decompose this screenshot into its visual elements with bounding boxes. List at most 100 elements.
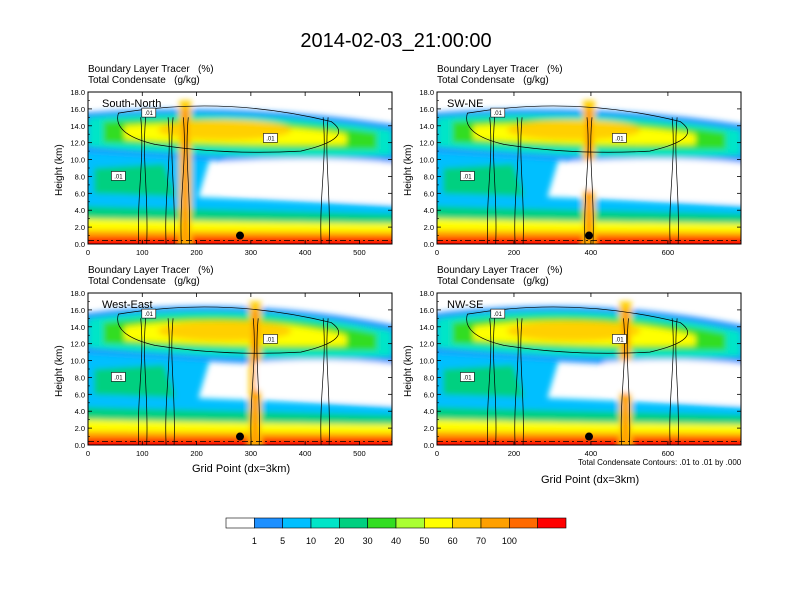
- x-tick-label: 500: [353, 449, 366, 458]
- y-tick-label: 10.0: [70, 357, 85, 366]
- contour-label: .01: [463, 375, 472, 381]
- x-tick-label: 400: [585, 248, 598, 257]
- panel2-label: SW-NE: [447, 98, 484, 110]
- panel3-subtitle: Total Condensate (g/kg): [88, 276, 200, 287]
- x-tick-label: 300: [245, 449, 258, 458]
- y-tick-label: 18.0: [419, 88, 434, 97]
- y-tick-label: 2.0: [75, 223, 85, 232]
- colorbar-label: 30: [363, 536, 373, 546]
- y-tick-label: 8.0: [75, 172, 85, 181]
- y-tick-label: 4.0: [424, 206, 434, 215]
- x-tick-label: 0: [86, 248, 90, 257]
- panel-1: .01 .01 .01 0.0 2.0 4.0 6.0 8.0 10.0 12.0 14.0 16.0…: [70, 88, 393, 257]
- contour-label: .01: [266, 136, 275, 142]
- colorbar-label: 50: [419, 536, 429, 546]
- y-tick-label: 6.0: [75, 189, 85, 198]
- panel4-label: NW-SE: [447, 299, 484, 311]
- colorbar-label: 1: [252, 536, 257, 546]
- y-tick-label: 2.0: [424, 223, 434, 232]
- y-tick-label: 14.0: [70, 323, 85, 332]
- condensate-contours: .01 .01 .01: [437, 306, 741, 445]
- contour-label: .01: [494, 312, 503, 318]
- colorbar-swatch: [537, 517, 567, 529]
- panel1-title: Boundary Layer Tracer (%): [88, 64, 214, 75]
- x-tick-label: 0: [435, 248, 439, 257]
- panel1-label: South-North: [102, 98, 162, 110]
- contour-label: .01: [615, 136, 624, 142]
- y-tick-label: 18.0: [70, 88, 85, 97]
- y-tick-label: 12.0: [70, 139, 85, 148]
- panel4-subtitle: Total Condensate (g/kg): [437, 276, 549, 287]
- x-tick-label: 100: [136, 248, 149, 257]
- colorbar-swatch: [282, 517, 312, 529]
- x-tick-label: 100: [136, 449, 149, 458]
- x-tick-label: 500: [353, 248, 366, 257]
- condensate-contours: .01 .01 .01: [88, 105, 392, 244]
- colorbar-label: 100: [502, 536, 517, 546]
- panel2-subtitle: Total Condensate (g/kg): [437, 75, 549, 86]
- y-tick-label: 6.0: [75, 390, 85, 399]
- contour-label: .01: [266, 337, 275, 343]
- y-tick-label: 8.0: [424, 172, 434, 181]
- y-tick-label: 0.0: [424, 240, 434, 249]
- contour-label: .01: [463, 174, 472, 180]
- location-marker: [585, 432, 593, 441]
- panel2-title: Boundary Layer Tracer (%): [437, 64, 563, 75]
- location-marker: [585, 231, 593, 240]
- condensate-contours: .01 .01 .01: [437, 105, 741, 244]
- y-tick-label: 6.0: [424, 390, 434, 399]
- y-tick-label: 2.0: [424, 424, 434, 433]
- x-tick-label: 400: [585, 449, 598, 458]
- figure-title: 2014-02-03_21:00:00: [300, 30, 492, 52]
- y-tick-label: 16.0: [70, 306, 85, 315]
- colorbar: 1 5 10 20 30 40 50 60 70 100: [225, 517, 567, 546]
- contour-label: .01: [615, 337, 624, 343]
- panel4-xlabel: Grid Point (dx=3km): [541, 474, 640, 486]
- panel3-label: West-East: [102, 299, 153, 311]
- x-tick-label: 600: [662, 449, 675, 458]
- tracer-field: [88, 92, 392, 244]
- condensate-contours: .01 .01 .01: [88, 306, 392, 445]
- y-tick-label: 10.0: [70, 156, 85, 165]
- colorbar-label: 10: [306, 536, 316, 546]
- colorbar-swatch: [395, 517, 425, 529]
- contour-label: .01: [494, 111, 503, 117]
- panel4-title: Boundary Layer Tracer (%): [437, 265, 563, 276]
- colorbar-swatch: [310, 517, 340, 529]
- colorbar-swatch: [367, 517, 397, 529]
- panel-2: .01 .01 .01 0.0 2.0 4.0 6.0 8.0 10.0 12.0 14.0 16.0…: [419, 88, 742, 257]
- y-tick-label: 0.0: [424, 441, 434, 450]
- colorbar-label: 5: [280, 536, 285, 546]
- y-tick-label: 18.0: [70, 289, 85, 298]
- y-tick-label: 16.0: [419, 105, 434, 114]
- contour-label: .01: [145, 312, 154, 318]
- location-marker: [236, 432, 244, 441]
- y-tick-label: 4.0: [424, 407, 434, 416]
- x-tick-label: 200: [190, 449, 203, 458]
- y-tick-label: 8.0: [424, 373, 434, 382]
- x-tick-label: 600: [662, 248, 675, 257]
- y-tick-label: 4.0: [75, 407, 85, 416]
- panel3-xlabel: Grid Point (dx=3km): [192, 463, 291, 475]
- y-tick-label: 12.0: [419, 139, 434, 148]
- contour-note: Total Condensate Contours: .01 to .01 by…: [578, 458, 742, 467]
- colorbar-label: 60: [448, 536, 458, 546]
- y-tick-label: 10.0: [419, 156, 434, 165]
- y-tick-label: 0.0: [75, 240, 85, 249]
- y-tick-label: 16.0: [419, 306, 434, 315]
- colorbar-swatch: [339, 517, 368, 529]
- x-tick-label: 200: [508, 248, 521, 257]
- y-tick-label: 0.0: [75, 441, 85, 450]
- y-tick-label: 14.0: [70, 122, 85, 131]
- x-tick-label: 0: [86, 449, 90, 458]
- colorbar-label: 70: [476, 536, 486, 546]
- location-marker: [236, 231, 244, 240]
- y-tick-label: 2.0: [75, 424, 85, 433]
- y-tick-label: 18.0: [419, 289, 434, 298]
- y-tick-label: 14.0: [419, 122, 434, 131]
- contour-label: .01: [114, 174, 123, 180]
- x-tick-label: 400: [299, 248, 312, 257]
- colorbar-swatch: [424, 517, 453, 529]
- x-tick-label: 400: [299, 449, 312, 458]
